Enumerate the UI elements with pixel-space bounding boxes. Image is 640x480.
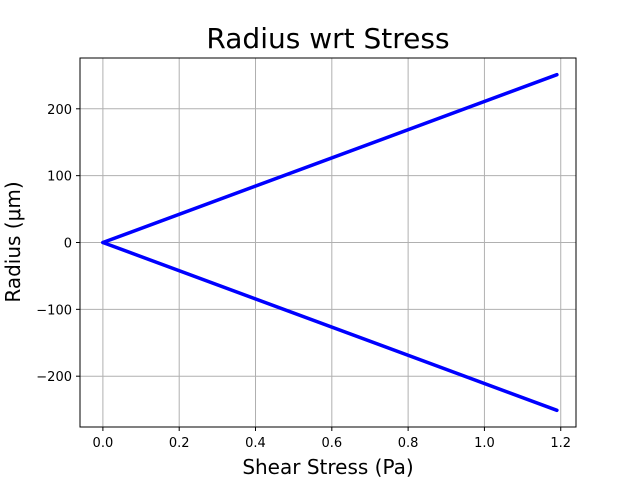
series-line-lower <box>101 240 559 413</box>
x-tick-label: 0.2 <box>169 436 190 451</box>
x-tick-label: 0.0 <box>93 436 114 451</box>
y-tick-label: 0 <box>64 237 72 252</box>
y-axis-label: Radius (μm) <box>1 181 25 302</box>
x-axis-label: Shear Stress (Pa) <box>242 455 413 479</box>
series-line-upper <box>101 72 559 245</box>
grid <box>80 58 576 427</box>
x-tick-label: 0.4 <box>245 436 266 451</box>
x-tick-label: 1.2 <box>550 436 571 451</box>
series-layer <box>101 72 559 413</box>
y-axis: −200 −100 0 100 200 <box>36 103 80 385</box>
x-tick-label: 0.8 <box>398 436 419 451</box>
x-tick-label: 0.6 <box>321 436 342 451</box>
x-axis: 0.0 0.2 0.4 0.6 0.8 1.0 1.2 <box>93 427 571 451</box>
y-tick-label: −100 <box>36 303 72 318</box>
y-tick-label: 100 <box>47 170 72 185</box>
x-tick-label: 1.0 <box>474 436 495 451</box>
y-tick-label: 200 <box>47 103 72 118</box>
y-tick-label: −200 <box>36 370 72 385</box>
chart-title: Radius wrt Stress <box>206 22 449 55</box>
